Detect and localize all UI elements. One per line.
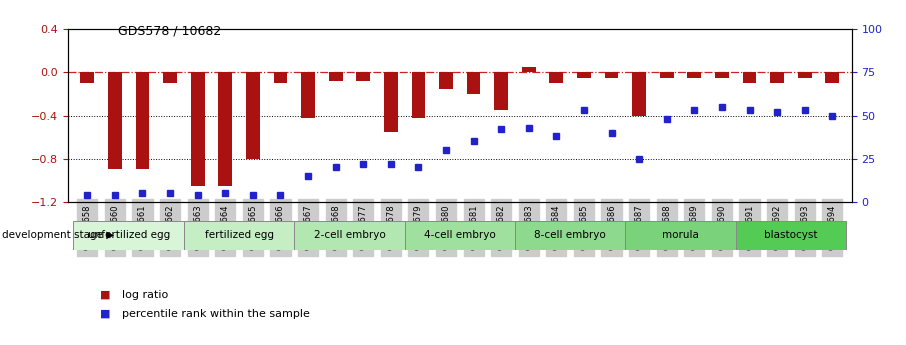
Bar xyxy=(515,221,625,250)
Bar xyxy=(218,72,232,186)
Bar xyxy=(301,72,315,118)
Bar xyxy=(798,72,812,78)
Bar xyxy=(108,72,121,169)
Text: fertilized egg: fertilized egg xyxy=(205,230,274,240)
Bar xyxy=(294,221,405,250)
Bar xyxy=(625,221,736,250)
Bar xyxy=(604,72,619,78)
Text: percentile rank within the sample: percentile rank within the sample xyxy=(122,309,310,319)
Bar xyxy=(577,72,591,78)
Text: development stage ▶: development stage ▶ xyxy=(2,230,114,240)
Bar xyxy=(184,221,294,250)
Bar xyxy=(329,72,342,81)
Bar xyxy=(522,67,535,72)
Bar xyxy=(136,72,149,169)
Bar xyxy=(356,72,371,81)
Bar xyxy=(81,72,94,83)
Text: 8-cell embryo: 8-cell embryo xyxy=(535,230,606,240)
Bar xyxy=(405,221,515,250)
Bar xyxy=(191,72,205,186)
Text: 4-cell embryo: 4-cell embryo xyxy=(424,230,496,240)
Text: 2-cell embryo: 2-cell embryo xyxy=(313,230,385,240)
Bar xyxy=(411,72,425,118)
Bar xyxy=(736,221,846,250)
Bar xyxy=(715,72,728,78)
Bar xyxy=(825,72,839,83)
Bar xyxy=(632,72,646,116)
Text: ■: ■ xyxy=(100,290,111,300)
Bar xyxy=(770,72,784,83)
Bar xyxy=(274,72,287,83)
Bar xyxy=(688,72,701,78)
Bar xyxy=(660,72,674,78)
Bar xyxy=(549,72,564,83)
Bar xyxy=(246,72,260,159)
Bar xyxy=(163,72,177,83)
Bar xyxy=(384,72,398,132)
Text: GDS578 / 10682: GDS578 / 10682 xyxy=(118,24,221,37)
Bar xyxy=(743,72,757,83)
Text: log ratio: log ratio xyxy=(122,290,169,300)
Text: blastocyst: blastocyst xyxy=(764,230,818,240)
Bar xyxy=(467,72,480,94)
Text: morula: morula xyxy=(662,230,699,240)
Text: unfertilized egg: unfertilized egg xyxy=(88,230,169,240)
Bar xyxy=(439,72,453,89)
Bar xyxy=(73,221,184,250)
Bar xyxy=(495,72,508,110)
Text: ■: ■ xyxy=(100,309,111,319)
